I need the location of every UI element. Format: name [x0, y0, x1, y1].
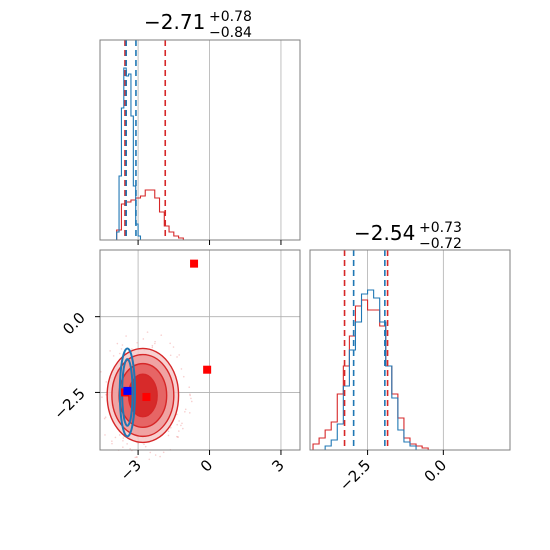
- joint-sample-dot: [190, 397, 192, 400]
- joint-sample-dot: [154, 454, 157, 456]
- joint-sample-dot: [176, 423, 178, 426]
- joint-sample-dot: [131, 348, 133, 350]
- joint-sample-dot: [167, 434, 170, 437]
- p1-hist-blue: [324, 289, 417, 450]
- joint-sample-dot: [126, 443, 128, 445]
- joint-sample-dot: [122, 437, 125, 439]
- p0-frame: [99, 39, 301, 241]
- title-p1-minus: −0.72: [419, 236, 462, 252]
- joint-sample-dot: [101, 396, 103, 398]
- joint-sample-dot: [176, 356, 178, 358]
- joint-sample-dot: [178, 420, 180, 422]
- joint-sample-dot: [188, 412, 191, 414]
- joint-sample-dot: [169, 426, 172, 429]
- joint-sample-dot: [122, 440, 124, 442]
- p0-hist-blue: [116, 67, 142, 240]
- joint-sample-dot: [122, 446, 124, 448]
- joint-sample-dot: [176, 435, 178, 438]
- joint-sample-dot: [111, 442, 113, 445]
- marginal-panel-p0: [99, 39, 301, 245]
- tick-label-x-p0-3: 3: [268, 456, 287, 475]
- joint-sample-dot: [178, 354, 181, 356]
- joint-sample-dot: [178, 430, 180, 432]
- p1-bg: [310, 250, 510, 450]
- joint-red-marker-1: [142, 392, 151, 401]
- joint-sample-dot: [184, 408, 187, 411]
- joint-sample-dot: [136, 341, 139, 344]
- tick-label-x-p1-minus2.5: −2.5: [336, 456, 374, 494]
- joint-sample-dot: [137, 442, 140, 445]
- tick-label-x-p1-0.0: 0.0: [421, 456, 451, 486]
- joint-sample-dot: [167, 430, 170, 433]
- tick-label-x-p0-0: 0: [197, 456, 216, 475]
- joint-panel: [95, 249, 301, 461]
- joint-sample-dot: [182, 375, 185, 378]
- joint-sample-dot: [129, 447, 131, 450]
- joint-sample-dot: [180, 424, 182, 427]
- joint-red-marker-2: [190, 259, 199, 268]
- title-p1-median: −2.54: [354, 221, 415, 245]
- joint-sample-dot: [190, 400, 193, 403]
- joint-sample-dot: [180, 368, 183, 370]
- joint-sample-dot: [189, 393, 191, 396]
- joint-sample-dot: [121, 344, 124, 346]
- joint-sample-dot: [159, 455, 161, 458]
- p0-bg: [100, 40, 300, 240]
- joint-sample-dot: [111, 440, 113, 442]
- title-p0-minus: −0.84: [209, 25, 252, 41]
- joint-sample-dot: [184, 410, 186, 413]
- joint-sample-dot: [181, 422, 183, 425]
- joint-sample-dot: [134, 456, 137, 459]
- joint-sample-dot: [125, 335, 127, 337]
- joint-sample-dot: [109, 350, 111, 352]
- title-p1: −2.54 +0.73 −0.72: [354, 220, 462, 252]
- joint-sample-dot: [182, 427, 184, 430]
- joint-sample-dot: [148, 458, 151, 461]
- joint-sample-dot: [118, 434, 121, 436]
- joint-sample-dot: [188, 386, 191, 388]
- joint-sample-dot: [105, 381, 108, 383]
- marginal-panel-p1: [309, 249, 511, 455]
- p1-frame: [309, 249, 511, 451]
- joint-sample-dot: [146, 331, 149, 333]
- joint-sample-dot: [169, 354, 172, 357]
- joint-sample-dot: [151, 344, 154, 347]
- joint-sample-dot: [154, 342, 156, 345]
- joint-sample-dot: [112, 355, 115, 357]
- joint-sample-dot: [103, 417, 106, 420]
- joint-sample-dot: [144, 445, 147, 448]
- title-p1-plus: +0.73: [419, 220, 462, 236]
- title-p0-plus: +0.78: [209, 9, 252, 25]
- joint-sample-dot: [118, 352, 121, 355]
- tick-label-y-p1-0.0: 0.0: [59, 309, 89, 339]
- joint-sample-dot: [177, 436, 179, 438]
- joint-sample-dot: [154, 340, 156, 343]
- joint-sample-dot: [104, 434, 106, 436]
- joint-sample-dot: [114, 436, 117, 439]
- joint-sample-dot: [143, 443, 145, 446]
- joint-sample-dot: [160, 334, 163, 336]
- joint-sample-dot: [104, 416, 107, 419]
- title-p0-median: −2.71: [144, 10, 205, 34]
- joint-sample-dot: [142, 338, 145, 340]
- joint-blue-contour-1: [118, 347, 136, 438]
- joint-sample-dot: [120, 348, 123, 350]
- title-p0: −2.71 +0.78 −0.84: [144, 9, 252, 41]
- joint-sample-dot: [151, 346, 154, 349]
- joint-sample-dot: [169, 342, 171, 345]
- joint-frame: [99, 249, 301, 451]
- joint-blue-marker-0: [123, 386, 132, 395]
- joint-red-marker-3: [203, 365, 212, 374]
- joint-sample-dot: [162, 451, 165, 454]
- joint-sample-dot: [149, 451, 152, 454]
- joint-sample-dot: [135, 456, 138, 458]
- joint-sample-dot: [172, 346, 175, 348]
- joint-sample-dot: [116, 342, 119, 345]
- tick-label-x-p0-minus3: −3: [117, 456, 145, 484]
- tick-label-y-p1-minus2.5: −2.5: [50, 385, 88, 423]
